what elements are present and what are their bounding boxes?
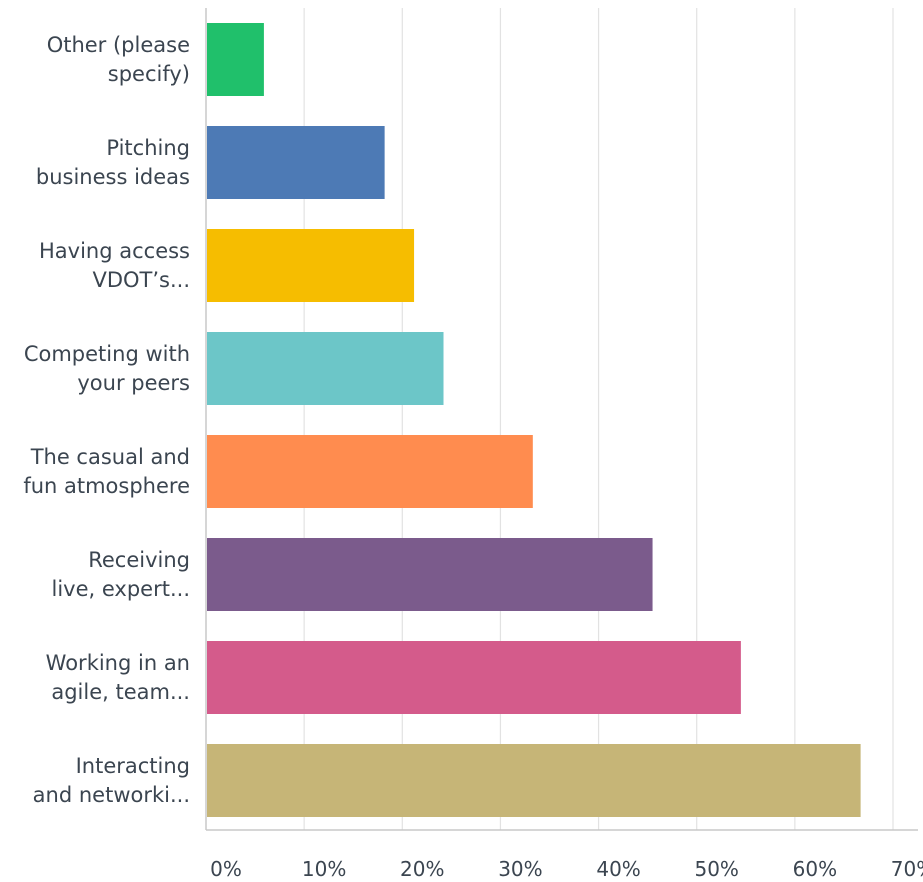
category-label-line: Competing with bbox=[24, 342, 190, 366]
bar[interactable] bbox=[207, 229, 415, 302]
x-tick-label: 30% bbox=[498, 857, 542, 881]
x-tick-label: 10% bbox=[302, 857, 346, 881]
bars bbox=[207, 23, 861, 817]
category-label-line: Receiving bbox=[88, 548, 190, 572]
grid-lines bbox=[303, 8, 894, 830]
bar[interactable] bbox=[207, 23, 264, 96]
category-labels: Other (please specify) Pitching business id… bbox=[23, 33, 190, 807]
bar[interactable] bbox=[207, 332, 444, 405]
category-label-line: fun atmosphere bbox=[23, 474, 190, 498]
category-label-line: agile, team... bbox=[51, 680, 190, 704]
x-tick-label: 20% bbox=[400, 857, 444, 881]
x-tick-label: 70% bbox=[891, 857, 923, 881]
category-label-line: and networki... bbox=[33, 783, 190, 807]
bar[interactable] bbox=[207, 744, 861, 817]
category-label: Having access VDOT’s... bbox=[39, 239, 190, 292]
bar[interactable] bbox=[207, 538, 653, 611]
axes bbox=[205, 8, 918, 831]
category-label: Pitching business ideas bbox=[36, 136, 190, 189]
x-tick-labels: 0% 10% 20% 30% 40% 50% 60% 70% bbox=[210, 857, 923, 881]
category-label: Other (please specify) bbox=[47, 33, 190, 86]
x-tick-label: 40% bbox=[596, 857, 640, 881]
x-tick-label: 60% bbox=[793, 857, 837, 881]
category-label-line: VDOT’s... bbox=[92, 268, 190, 292]
x-tick-label: 50% bbox=[694, 857, 738, 881]
category-label-line: The casual and bbox=[30, 445, 190, 469]
category-label-line: Working in an bbox=[46, 651, 190, 675]
category-label: Interacting and networki... bbox=[33, 754, 190, 807]
bar[interactable] bbox=[207, 641, 741, 714]
bar[interactable] bbox=[207, 126, 385, 199]
category-label: Receiving live, expert... bbox=[52, 548, 191, 601]
category-label-line: Interacting bbox=[76, 754, 190, 778]
category-label-line: Other (please bbox=[47, 33, 190, 57]
category-label: Working in an agile, team... bbox=[46, 651, 190, 704]
category-label-line: specify) bbox=[108, 62, 190, 86]
category-label-line: Pitching bbox=[106, 136, 190, 160]
category-label: The casual and fun atmosphere bbox=[23, 445, 190, 498]
category-label-line: Having access bbox=[39, 239, 190, 263]
category-label-line: business ideas bbox=[36, 165, 190, 189]
category-label-line: your peers bbox=[77, 371, 190, 395]
category-label: Competing with your peers bbox=[24, 342, 190, 395]
bar[interactable] bbox=[207, 435, 533, 508]
category-label-line: live, expert... bbox=[52, 577, 191, 601]
x-tick-label: 0% bbox=[210, 857, 242, 881]
